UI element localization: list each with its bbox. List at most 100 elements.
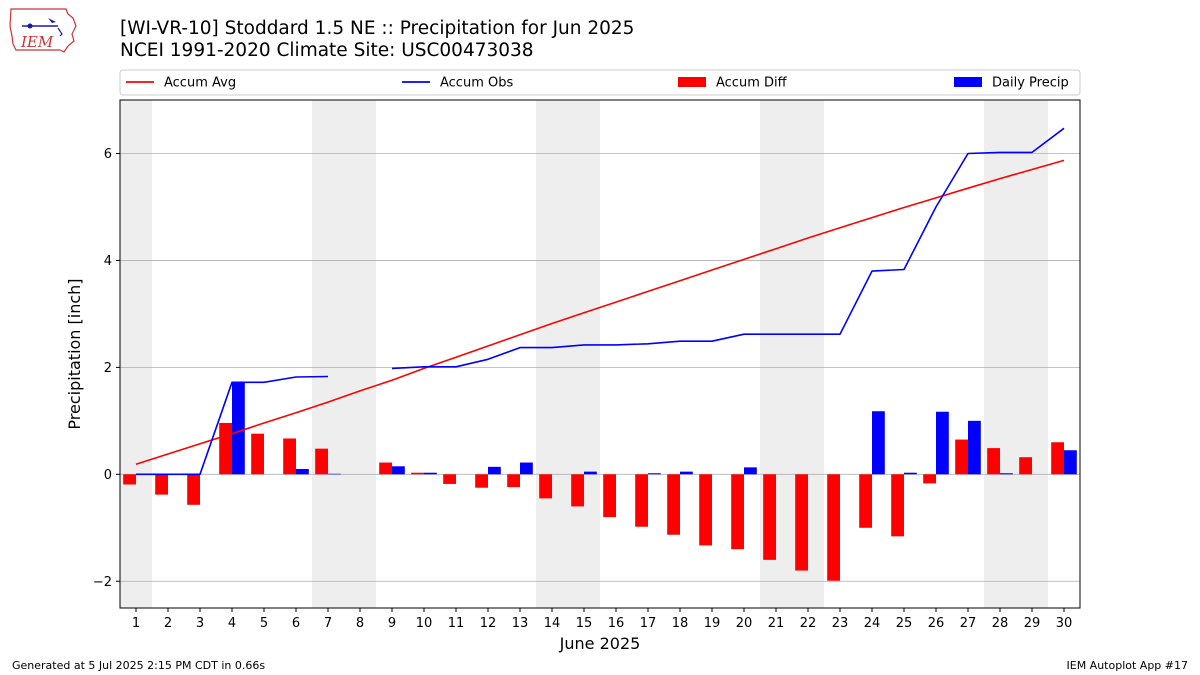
x-tick-label: 4 [228,616,236,631]
accum-diff-bar [667,474,680,535]
daily-precip-bar [1064,450,1077,475]
x-tick-label: 16 [608,616,625,631]
daily-precip-bar [680,471,693,475]
accum-avg-line [135,159,1065,465]
y-tick-label: 6 [104,147,112,162]
accum-obs-line [391,127,1065,370]
x-tick-label: 29 [1024,616,1041,631]
x-tick-label: 25 [896,616,913,631]
weekend-shade [344,100,376,608]
daily-precip-bar [328,473,341,475]
accum-diff-bar [763,474,776,560]
accum-diff-bar [987,448,1000,475]
daily-precip-bar [584,471,597,475]
legend-box [119,69,1081,96]
y-axis-label: Precipitation [inch] [65,278,84,429]
x-tick-label: 15 [576,616,593,631]
x-tick-label: 20 [736,616,753,631]
x-tick-label: 7 [324,616,332,631]
accum-diff-bar [699,474,712,546]
x-tick-label: 22 [800,616,817,631]
accum-diff-bar [123,474,136,485]
iem-logo: IEM [9,8,77,53]
accum-diff-bar [315,448,328,475]
accum-diff-bar [283,438,296,475]
generated-timestamp: Generated at 5 Jul 2025 2:15 PM CDT in 0… [12,659,266,672]
accum-diff-bar [827,474,840,581]
legend-label: Accum Diff [716,76,788,91]
y-tick-label: 2 [104,361,112,376]
x-tick-label: 11 [448,616,465,631]
x-tick-label: 19 [704,616,721,631]
accum-diff-bar [1019,457,1032,475]
daily-precip-bar [424,472,437,475]
y-tick-label: 4 [104,254,112,269]
legend-label: Daily Precip [992,76,1069,91]
accum-diff-bar [539,474,552,499]
accum-diff-bar [635,474,648,527]
accum-obs-line [136,375,329,476]
x-tick-label: 8 [356,616,364,631]
daily-precip-bar [904,472,917,475]
chart-title-line2: NCEI 1991-2020 Climate Site: USC00473038 [120,40,534,61]
accum-diff-bar [859,474,872,528]
y-tick-label: 0 [104,468,112,483]
weekend-shade [536,100,568,608]
daily-precip-bar [488,466,501,475]
daily-precip-bar [520,462,533,475]
accum-diff-bar [955,439,968,475]
weekend-shade [984,100,1016,608]
x-tick-label: 21 [768,616,785,631]
app-label: IEM Autoplot App #17 [1066,659,1189,672]
accum-diff-bar [411,472,424,475]
accum-diff-bar [795,474,808,571]
accum-diff-bar [507,474,520,488]
x-tick-label: 9 [388,616,396,631]
x-tick-label: 17 [640,616,657,631]
accum-diff-bar [379,462,392,475]
accum-diff-bar [155,474,168,495]
accum-diff-bar [923,474,936,484]
y-tick-label: −2 [93,575,112,590]
legend-label: Accum Avg [164,76,236,91]
logo-text: IEM [20,33,54,51]
accum-diff-bar [1051,442,1064,475]
accum-diff-bar [571,474,584,507]
x-tick-label: 5 [260,616,268,631]
accum-diff-bar [443,474,456,484]
legend-swatch [954,77,982,87]
accum-diff-bar [731,474,744,550]
legend-label: Accum Obs [440,76,513,91]
x-tick-label: 30 [1056,616,1073,631]
daily-precip-bar [648,473,661,475]
chart-title-line1: [WI-VR-10] Stoddard 1.5 NE :: Precipitat… [120,18,635,39]
accum-diff-bar [251,433,264,475]
daily-precip-bar [392,466,405,475]
weekend-shade [120,100,152,608]
legend-swatch [678,77,706,87]
weekend-shade [312,100,344,608]
x-tick-label: 28 [992,616,1009,631]
plot-frame [119,99,1081,609]
x-tick-label: 1 [132,616,140,631]
x-tick-label: 23 [832,616,849,631]
accum-diff-bar [219,422,232,475]
daily-precip-bar [872,411,885,475]
x-tick-label: 3 [196,616,204,631]
daily-precip-bar [936,411,949,475]
x-tick-label: 27 [960,616,977,631]
x-tick-label: 10 [416,616,433,631]
x-tick-label: 12 [480,616,497,631]
accum-diff-bar [603,474,616,518]
daily-precip-bar [296,468,309,475]
x-tick-label: 2 [164,616,172,631]
weekend-shade [1016,100,1048,608]
x-tick-label: 14 [544,616,561,631]
x-tick-label: 13 [512,616,529,631]
accum-diff-bar [187,474,200,505]
x-tick-label: 6 [292,616,300,631]
x-tick-label: 24 [864,616,881,631]
daily-precip-bar [1000,473,1013,475]
accum-diff-bar [891,474,904,537]
